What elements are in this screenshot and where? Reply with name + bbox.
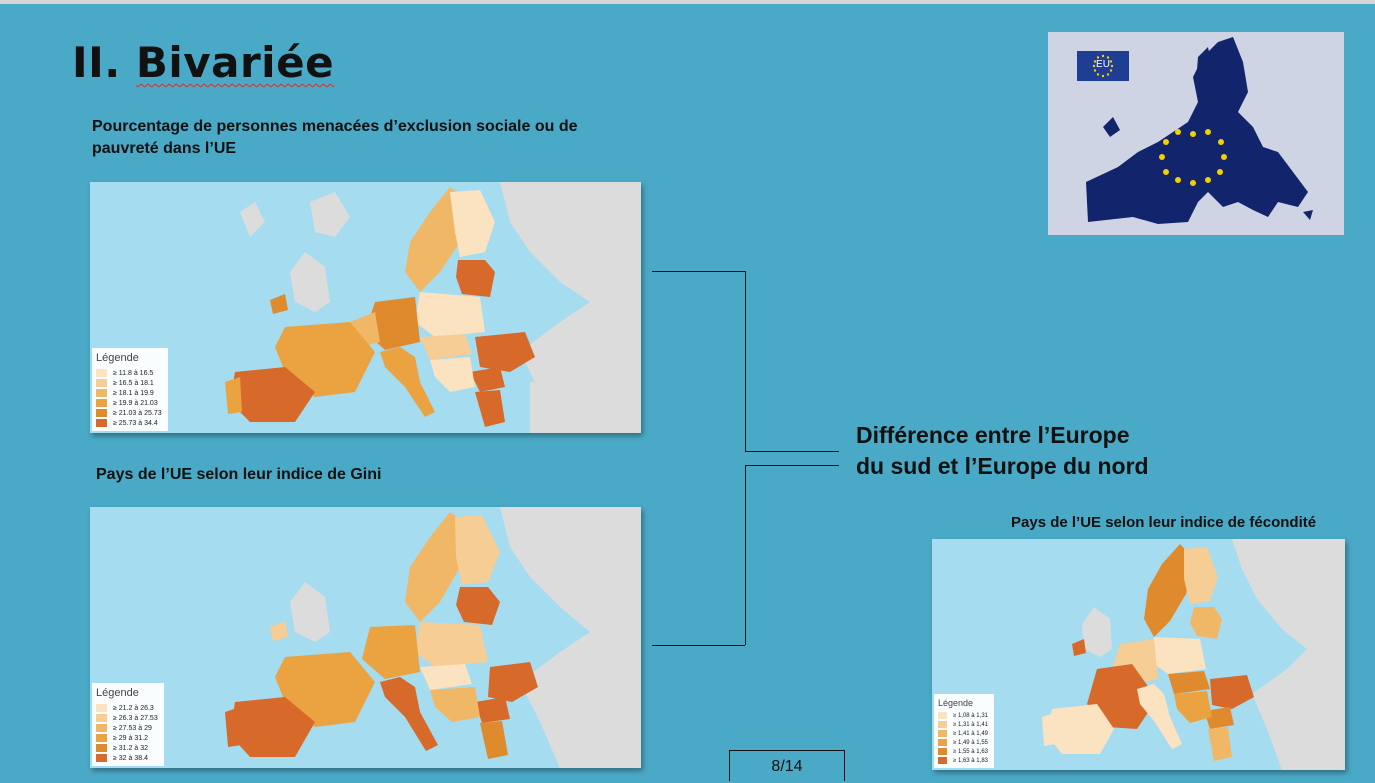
conclusion-line-1: Différence entre l’Europe <box>856 422 1130 448</box>
legend-label: ≥ 1,31 à 1,41 <box>953 721 988 728</box>
caption-exclusion: Pourcentage de personnes menacées d’excl… <box>92 118 578 157</box>
eu-stars <box>1159 129 1227 186</box>
legend-label: ≥ 21.03 à 25.73 <box>113 409 162 417</box>
legend-title: Légende <box>938 698 974 708</box>
legend-swatch <box>938 739 947 746</box>
legend-swatch <box>96 389 107 397</box>
legend-swatch <box>938 730 947 737</box>
legend-label: ≥ 16.5 à 18.1 <box>113 379 154 387</box>
legend-swatch <box>96 409 107 417</box>
legend-swatch <box>96 734 107 742</box>
connector-top-v <box>745 271 746 451</box>
legend-row: ≥ 26.3 à 27.53 <box>96 713 158 723</box>
legend-swatch <box>938 757 947 764</box>
legend-row: ≥ 16.5 à 18.1 <box>96 378 162 388</box>
eu-map-image: EU <box>1048 32 1344 235</box>
legend-label: ≥ 26.3 à 27.53 <box>113 714 158 722</box>
legend-swatch <box>96 724 107 732</box>
map-exclusion-graphic <box>90 182 641 433</box>
legend-label: ≥ 32 à 38.4 <box>113 754 148 762</box>
connector-top-h <box>652 271 745 272</box>
legend-swatch <box>96 744 107 752</box>
eu-flag-icon: EU <box>1077 51 1129 81</box>
legend-label: ≥ 18.1 à 19.9 <box>113 389 154 397</box>
legend-fecondite: Légende ≥ 1,08 à 1,31 ≥ 1,31 à 1,41 ≥ 1,… <box>934 694 994 768</box>
legend-title: Légende <box>96 687 139 699</box>
legend-swatch <box>938 712 947 719</box>
legend-row: ≥ 1,41 à 1,49 <box>938 729 988 738</box>
title-prefix: II. <box>72 38 121 87</box>
legend-row: ≥ 1,31 à 1,41 <box>938 720 988 729</box>
legend-label: ≥ 1,55 à 1,63 <box>953 748 988 755</box>
legend-label: ≥ 25.73 à 34.4 <box>113 419 158 427</box>
legend-swatch <box>96 714 107 722</box>
legend-label: ≥ 1,41 à 1,49 <box>953 730 988 737</box>
page-number: 8/14 <box>729 750 845 781</box>
slide-title: II. Bivariée <box>72 38 334 87</box>
map-exclusion: Légende ≥ 11.8 à 16.5 ≥ 16.5 à 18.1 ≥ 18… <box>90 182 641 433</box>
connector-bottom-v <box>745 465 746 645</box>
map-fecondite: Légende ≥ 1,08 à 1,31 ≥ 1,31 à 1,41 ≥ 1,… <box>932 539 1345 770</box>
top-border <box>0 0 1375 4</box>
legend-swatch <box>96 419 107 427</box>
legend-row: ≥ 18.1 à 19.9 <box>96 388 162 398</box>
legend-row: ≥ 31.2 à 32 <box>96 743 158 753</box>
legend-label: ≥ 31.2 à 32 <box>113 744 148 752</box>
legend-row: ≥ 27.53 à 29 <box>96 723 158 733</box>
legend-swatch <box>96 399 107 407</box>
legend-label: ≥ 21.2 à 26.3 <box>113 704 154 712</box>
legend-row: ≥ 21.2 à 26.3 <box>96 703 158 713</box>
legend-label: ≥ 11.8 à 16.5 <box>113 369 154 377</box>
caption-fecondite: Pays de l’UE selon leur indice de fécond… <box>1011 514 1317 531</box>
legend-label: ≥ 1,63 à 1,83 <box>953 757 988 764</box>
legend-swatch <box>938 748 947 755</box>
legend-swatch <box>938 721 947 728</box>
eu-flag-stars-icon <box>1092 54 1114 78</box>
title-word: Bivariée <box>135 38 335 87</box>
connector-mid-h2 <box>745 465 839 466</box>
conclusion-text: Différence entre l’Europe du sud et l’Eu… <box>856 420 1149 482</box>
conclusion-line-2: du sud et l’Europe du nord <box>856 453 1149 479</box>
legend-gini: Légende ≥ 21.2 à 26.3 ≥ 26.3 à 27.53 ≥ 2… <box>92 683 164 766</box>
legend-row: ≥ 1,49 à 1,55 <box>938 738 988 747</box>
map-gini: Légende ≥ 21.2 à 26.3 ≥ 26.3 à 27.53 ≥ 2… <box>90 507 641 768</box>
legend-label: ≥ 1,49 à 1,55 <box>953 739 988 746</box>
legend-label: ≥ 1,08 à 1,31 <box>953 712 988 719</box>
legend-label: ≥ 29 à 31.2 <box>113 734 148 742</box>
legend-swatch <box>96 379 107 387</box>
eu-flag-label: EU <box>1096 59 1110 70</box>
legend-row: ≥ 1,55 à 1,63 <box>938 747 988 756</box>
legend-row: ≥ 1,08 à 1,31 <box>938 711 988 720</box>
legend-swatch <box>96 754 107 762</box>
map-fecondite-graphic <box>932 539 1345 770</box>
connector-mid-h1 <box>745 451 839 452</box>
connector-bottom-h <box>652 645 745 646</box>
legend-exclusion: Légende ≥ 11.8 à 16.5 ≥ 16.5 à 18.1 ≥ 18… <box>92 348 168 431</box>
legend-row: ≥ 29 à 31.2 <box>96 733 158 743</box>
legend-label: ≥ 27.53 à 29 <box>113 724 152 732</box>
legend-title: Légende <box>96 352 139 364</box>
legend-row: ≥ 32 à 38.4 <box>96 753 158 763</box>
legend-swatch <box>96 369 107 377</box>
legend-swatch <box>96 704 107 712</box>
eu-silhouette-icon <box>1086 37 1313 224</box>
legend-row: ≥ 11.8 à 16.5 <box>96 368 162 378</box>
legend-row: ≥ 19.9 à 21.03 <box>96 398 162 408</box>
map-gini-graphic <box>90 507 641 768</box>
legend-row: ≥ 21.03 à 25.73 <box>96 408 162 418</box>
caption-gini: Pays de l’UE selon leur indice de Gini <box>96 466 382 483</box>
legend-row: ≥ 1,63 à 1,83 <box>938 756 988 765</box>
legend-label: ≥ 19.9 à 21.03 <box>113 399 158 407</box>
legend-row: ≥ 25.73 à 34.4 <box>96 418 162 428</box>
